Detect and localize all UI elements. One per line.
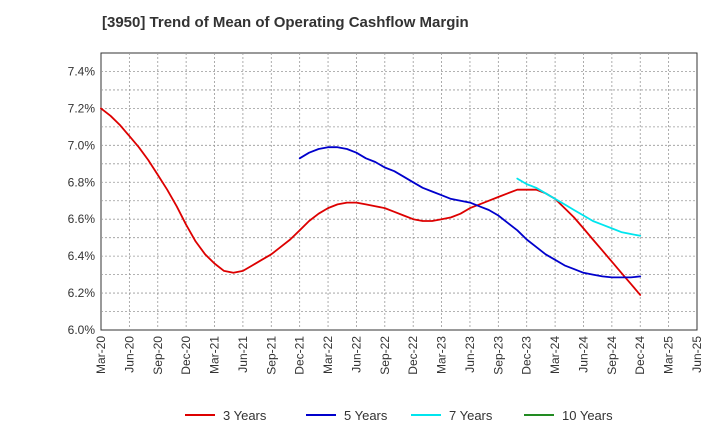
plot-frame [100, 52, 698, 331]
y-tick-label: 6.4% [68, 249, 96, 263]
y-tick-label: 7.4% [68, 64, 96, 78]
x-tick-label: Mar-23 [435, 336, 449, 374]
y-tick-label: 6.8% [68, 175, 96, 189]
series-line-7-years [516, 177, 642, 237]
x-tick-label: Jun-23 [463, 336, 477, 373]
series-line-5-years [298, 146, 642, 279]
x-tick-label: Mar-24 [548, 336, 562, 374]
y-tick-label: 6.0% [68, 323, 96, 337]
x-tick-label: Sep-21 [264, 336, 278, 375]
x-tick-label: Mar-25 [662, 336, 676, 374]
x-tick-label: Sep-24 [605, 336, 619, 375]
x-tick-label: Sep-22 [378, 336, 392, 375]
x-tick-label: Jun-24 [576, 336, 590, 373]
x-tick-label: Mar-22 [321, 336, 335, 374]
y-axis: 6.0% 6.2% 6.4% 6.6% 6.8% 7.0% 7.2% 7.4% [68, 64, 96, 337]
y-tick-label: 7.2% [68, 101, 96, 115]
x-tick-label: Dec-20 [179, 336, 193, 375]
x-tick-label: Dec-24 [633, 336, 647, 375]
y-tick-label: 6.6% [68, 212, 96, 226]
x-axis: Mar-20 Jun-20 Sep-20 Dec-20 Mar-21 Jun-21 Sep-… [94, 336, 704, 375]
chart-title: [3950] Trend of Mean of Operating Cashfl… [102, 14, 469, 31]
legend-label-3-years: 3 Years [223, 408, 267, 423]
x-tick-label: Mar-21 [208, 336, 222, 374]
y-tick-label: 6.2% [68, 286, 96, 300]
x-tick-label: Jun-22 [349, 336, 363, 373]
x-tick-label: Sep-23 [491, 336, 505, 375]
legend-label-10-years: 10 Years [562, 408, 613, 423]
legend-label-5-years: 5 Years [344, 408, 388, 423]
x-tick-label: Dec-22 [406, 336, 420, 375]
y-tick-label: 7.0% [68, 138, 96, 152]
x-tick-label: Dec-23 [520, 336, 534, 375]
series-group [100, 107, 642, 296]
legend: 3 Years 5 Years 7 Years 10 Years [185, 408, 613, 423]
x-tick-label: Jun-21 [236, 336, 250, 373]
x-tick-label: Sep-20 [151, 336, 165, 375]
legend-label-7-years: 7 Years [449, 408, 493, 423]
x-tick-label: Jun-25 [690, 336, 704, 373]
x-tick-label: Dec-21 [293, 336, 307, 375]
plot-area [100, 52, 698, 331]
x-tick-label: Jun-20 [122, 336, 136, 373]
x-tick-label: Mar-20 [94, 336, 108, 374]
